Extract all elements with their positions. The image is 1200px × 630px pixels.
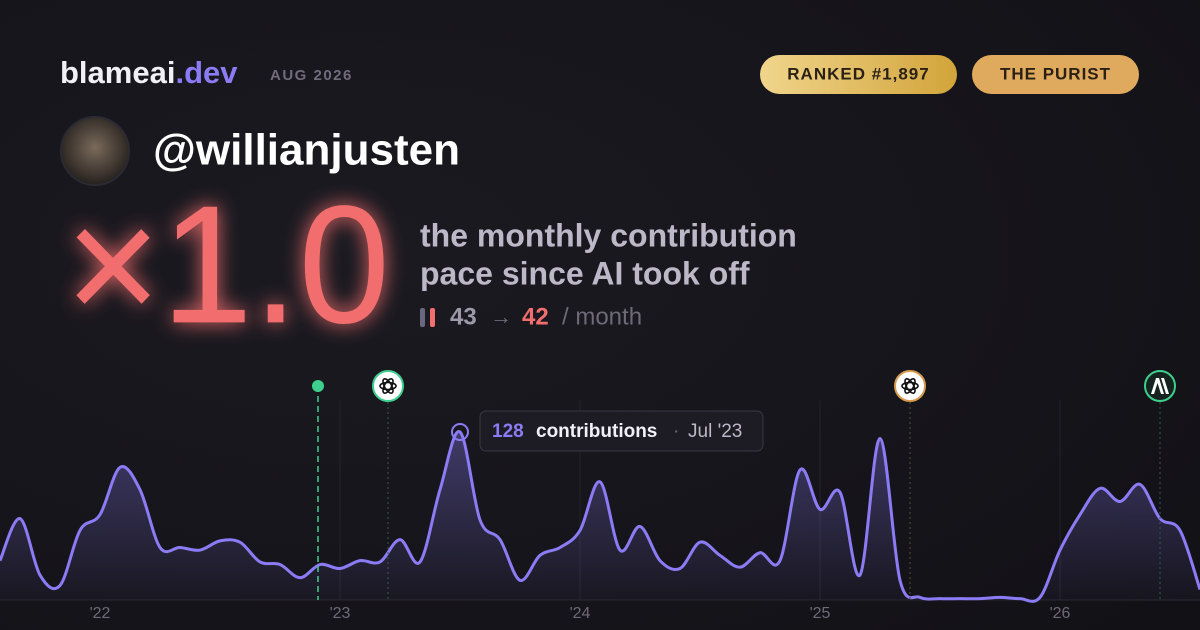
badge-title [972,55,1139,94]
pace-after: 42 [522,303,549,330]
x-tick-label: '24 [570,605,591,622]
pace-icon [430,308,435,327]
badge-rank [760,55,957,94]
brand-name: blameai [60,55,175,90]
multiplier: ×1.0 [65,170,390,358]
tooltip-marker [451,423,469,441]
x-tick-label: '22 [90,605,111,622]
x-tick-label: '25 [810,605,831,622]
event-dot [312,380,324,392]
area [0,431,1200,602]
event-icon-openai [894,370,926,402]
pace-arrow: → [490,304,512,329]
x-tick-label: '23 [330,605,351,622]
tooltip [479,410,764,452]
pace-unit: / month [562,303,642,330]
brand: blameai.dev [60,55,238,90]
x-tick-label: '26 [1050,605,1071,622]
event-icon-anthropic [1144,370,1176,402]
tooltip-date: Jul '23 [688,421,742,442]
tooltip-label: contributions [536,421,657,442]
tooltip-separator: · [673,421,679,442]
line [0,430,1200,603]
pace-before: 43 [450,303,477,330]
handle: @willianjusten [153,126,460,175]
avatar [60,116,130,186]
description-line: pace since AI took off [420,255,750,291]
tooltip-value: 128 [492,421,524,442]
badge-title-text: THE PURIST [1000,64,1111,83]
badge-rank-text: RANKED #1,897 [787,64,929,83]
event-icon-openai [372,370,404,402]
period: AUG 2026 [270,67,353,84]
brand-tld: .dev [175,55,238,90]
pace-icon [420,308,425,327]
description-line: the monthly contribution [420,217,797,253]
